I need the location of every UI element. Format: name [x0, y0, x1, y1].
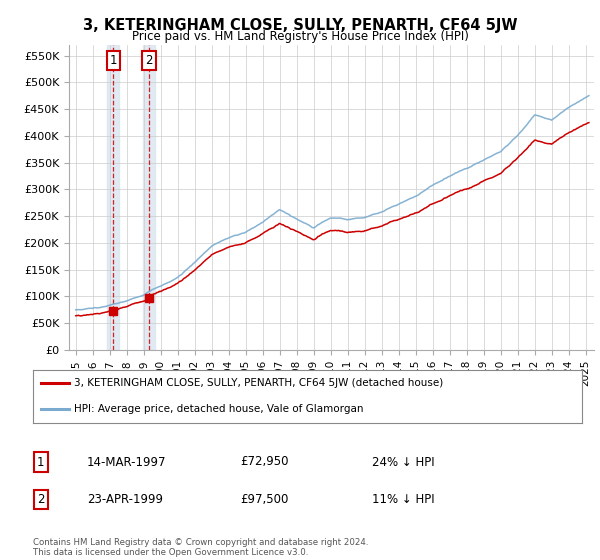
Text: £72,950: £72,950 [240, 455, 289, 469]
Text: 1: 1 [110, 54, 117, 67]
Text: 3, KETERINGHAM CLOSE, SULLY, PENARTH, CF64 5JW (detached house): 3, KETERINGHAM CLOSE, SULLY, PENARTH, CF… [74, 379, 443, 389]
Text: Contains HM Land Registry data © Crown copyright and database right 2024.
This d: Contains HM Land Registry data © Crown c… [33, 538, 368, 557]
Text: 1: 1 [37, 455, 44, 469]
Text: £97,500: £97,500 [240, 493, 289, 506]
Bar [107, 45, 119, 350]
Text: Price paid vs. HM Land Registry's House Price Index (HPI): Price paid vs. HM Land Registry's House … [131, 30, 469, 43]
Text: 23-APR-1999: 23-APR-1999 [87, 493, 163, 506]
Text: 24% ↓ HPI: 24% ↓ HPI [372, 455, 434, 469]
Bar [143, 45, 155, 350]
Text: 14-MAR-1997: 14-MAR-1997 [87, 455, 167, 469]
Text: 2: 2 [145, 54, 153, 67]
Text: 2: 2 [37, 493, 44, 506]
Text: 11% ↓ HPI: 11% ↓ HPI [372, 493, 434, 506]
Text: 3, KETERINGHAM CLOSE, SULLY, PENARTH, CF64 5JW: 3, KETERINGHAM CLOSE, SULLY, PENARTH, CF… [83, 18, 517, 33]
Text: HPI: Average price, detached house, Vale of Glamorgan: HPI: Average price, detached house, Vale… [74, 404, 364, 414]
